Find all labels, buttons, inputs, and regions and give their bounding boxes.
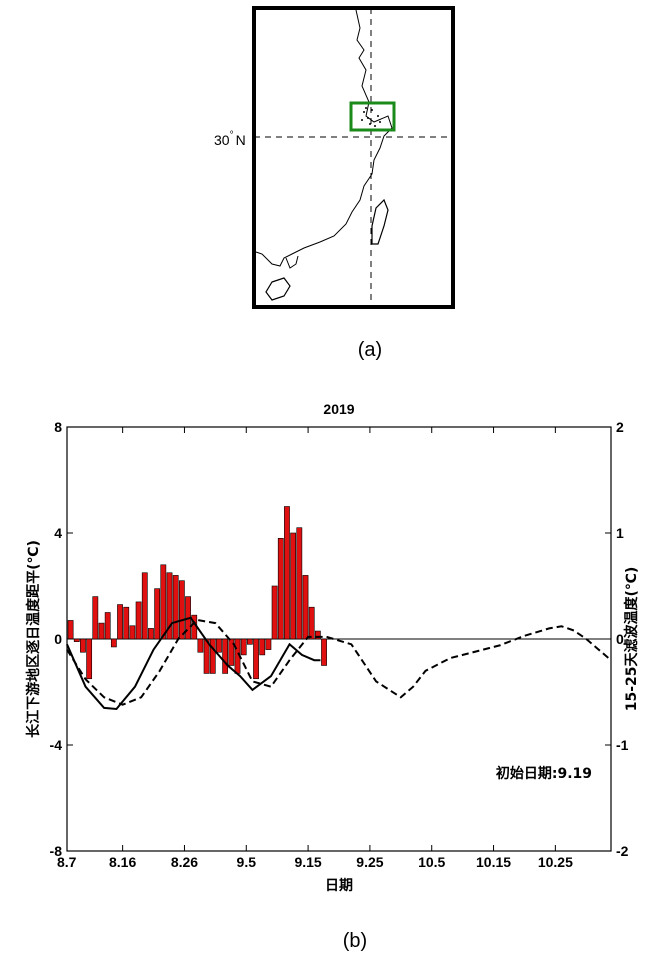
anomaly-bar — [98, 622, 105, 640]
anomaly-bar — [117, 604, 123, 640]
filtered-line-solid — [66, 616, 321, 711]
left-tick-label: 0 — [54, 631, 62, 647]
left-axis: 8 4 0 -4 -8 — [50, 419, 73, 859]
anomaly-bar — [246, 638, 253, 645]
left-tick-label: 8 — [54, 419, 62, 435]
right-axis: 2 1 0 -1 -2 — [605, 419, 629, 859]
anomaly-bar — [216, 638, 222, 653]
anomaly-bar — [209, 638, 216, 674]
anomaly-bar — [296, 527, 303, 640]
anomaly-bar — [197, 638, 204, 653]
map-panel: 30° N — [214, 6, 455, 309]
anomaly-bar — [222, 638, 229, 674]
right-tick-label: 2 — [616, 419, 624, 435]
caption-b: (b) — [342, 930, 368, 952]
anomaly-bar — [67, 620, 74, 640]
anomaly-bar — [135, 601, 142, 640]
x-tick-label: 9.15 — [294, 854, 321, 870]
anomaly-bar — [86, 638, 93, 680]
x-axis: 8.7 8.16 8.26 9.5 9.15 9.25 10.5 10.15 10.25 — [57, 427, 573, 870]
anomaly-bar — [141, 572, 148, 640]
anomaly-bar — [277, 537, 284, 640]
anomaly-bar — [73, 638, 80, 642]
anomaly-bar — [80, 638, 86, 653]
x-tick-label: 10.25 — [538, 854, 573, 870]
right-tick-label: -1 — [616, 737, 629, 753]
left-tick-label: 4 — [54, 525, 62, 541]
map-taiwan — [371, 198, 389, 245]
anomaly-bar — [104, 612, 111, 640]
filtered-line-dashed — [66, 618, 612, 706]
y-axis-label-left: 长江下游地区逐日温度距平(℃) — [25, 540, 42, 738]
lat-label: 30° N — [214, 130, 246, 148]
chart-panel: 2019 8 4 0 -4 -8 2 1 0 -1 -2 8.7 8.16 8.26 9.5 9.15 9… — [25, 401, 640, 894]
lat-label-degree: ° — [230, 130, 234, 141]
x-axis-label: 日期 — [325, 878, 353, 894]
anomaly-bar — [129, 625, 136, 640]
anomaly-bar — [228, 638, 235, 666]
left-tick-label: -4 — [50, 737, 63, 753]
x-tick-label: 9.5 — [237, 854, 257, 870]
anomaly-bar — [148, 628, 154, 640]
anomaly-bar — [290, 532, 297, 640]
x-tick-label: 8.16 — [109, 854, 136, 870]
map-lakes — [361, 107, 381, 127]
right-tick-label: 1 — [616, 525, 624, 541]
plot-content — [66, 506, 612, 711]
left-tick-label: -8 — [50, 843, 63, 859]
x-tick-label: 8.7 — [57, 854, 77, 870]
anomaly-bar — [271, 585, 278, 640]
anomaly-bar — [321, 638, 327, 666]
y-axis-label-right: 15-25天滤波温度(℃) — [623, 567, 640, 712]
region-box — [349, 101, 396, 132]
map-hainan — [265, 277, 291, 301]
anomaly-bar — [253, 638, 259, 680]
anomaly-bar — [259, 638, 266, 656]
anomaly-bar — [172, 575, 179, 640]
anomaly-bar — [314, 630, 321, 640]
anomaly-bar — [240, 638, 247, 656]
anomaly-bar — [92, 596, 99, 640]
anomaly-bar — [166, 572, 173, 640]
anomaly-bar — [265, 638, 272, 650]
x-tick-label: 10.15 — [476, 854, 511, 870]
x-tick-label: 10.5 — [418, 854, 445, 870]
caption-a: (a) — [357, 339, 383, 361]
map-coastline — [255, 9, 393, 267]
anomaly-bar — [284, 506, 290, 640]
map-frame — [252, 6, 455, 309]
x-tick-label: 9.25 — [356, 854, 383, 870]
anomaly-bar — [308, 606, 315, 640]
right-tick-label: 0 — [616, 631, 624, 647]
lat-label-value: 30 — [214, 132, 230, 148]
anomaly-bar — [123, 606, 130, 640]
lat-label-hemisphere: N — [236, 132, 246, 148]
map-peninsula — [285, 255, 299, 269]
x-tick-label: 8.26 — [171, 854, 198, 870]
chart-annotation: 初始日期:9.19 — [496, 765, 592, 782]
right-tick-label: -2 — [616, 843, 629, 859]
chart-title: 2019 — [323, 401, 354, 417]
anomaly-bar — [160, 564, 167, 640]
anomaly-bar — [154, 588, 161, 640]
anomaly-bar — [178, 580, 185, 640]
anomaly-bar — [110, 638, 117, 648]
anomaly-bar — [302, 575, 309, 640]
